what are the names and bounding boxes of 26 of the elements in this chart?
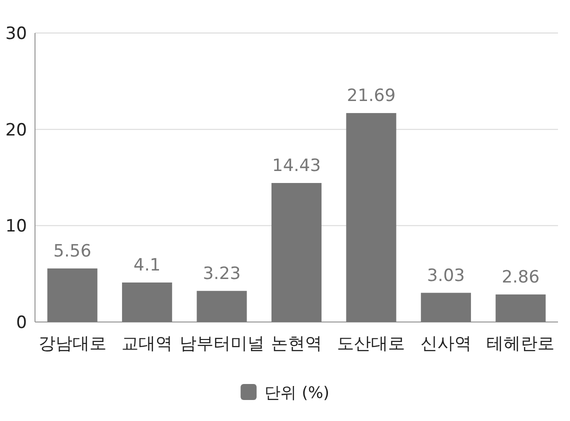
data-label: 2.86 (502, 267, 540, 288)
bar (47, 268, 98, 322)
bar (196, 290, 247, 322)
data-label: 21.69 (346, 86, 396, 106)
data-label: 14.43 (272, 156, 321, 176)
x-tick-label: 도산대로 (337, 334, 406, 354)
data-label: 3.23 (202, 264, 241, 284)
x-tick-label: 교대역 (122, 334, 173, 354)
data-label: 4.1 (134, 256, 161, 276)
bar (122, 282, 172, 322)
x-tick-label: 강남대로 (38, 334, 106, 354)
bar (420, 292, 471, 322)
y-tick-label: 20 (5, 120, 27, 140)
bar (496, 294, 546, 322)
bar (346, 113, 396, 322)
x-tick-label: 신사역 (420, 334, 472, 354)
x-tick-label: 논현역 (271, 334, 322, 354)
data-label: 3.03 (427, 266, 465, 286)
data-label: 5.56 (53, 241, 92, 262)
y-tick-label: 0 (16, 313, 27, 333)
x-tick-label: 남부터미널 (179, 334, 264, 354)
y-tick-label: 10 (5, 216, 27, 237)
x-tick-label: 테헤란로 (486, 334, 555, 354)
bar (271, 182, 322, 322)
y-tick-label: 30 (5, 24, 27, 44)
legend-label: 단위 (%) (264, 383, 330, 402)
